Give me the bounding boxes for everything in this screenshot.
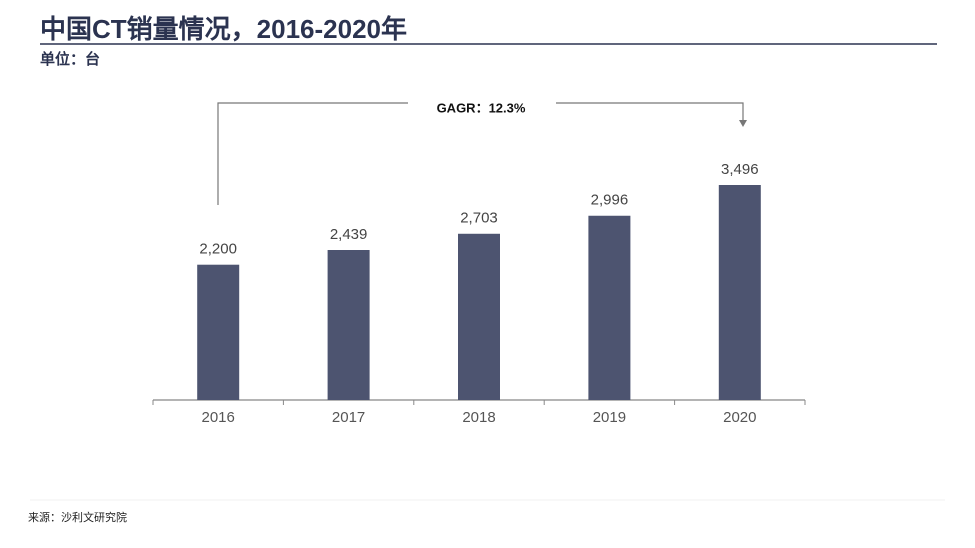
source-note: 来源：沙利文研究院	[28, 510, 127, 524]
bar	[588, 215, 631, 400]
value-label: 2,439	[330, 226, 368, 243]
bar	[718, 185, 761, 400]
x-tick-label: 2017	[332, 409, 365, 426]
bar	[327, 250, 370, 400]
bar	[197, 264, 240, 400]
value-label: 2,200	[199, 241, 237, 258]
cagr-arrow	[739, 120, 747, 127]
value-label: 2,996	[591, 192, 629, 209]
x-tick-label: 2019	[593, 409, 626, 426]
x-tick-label: 2020	[723, 409, 756, 426]
value-label: 2,703	[460, 210, 498, 227]
unit-label: 单位：台	[40, 50, 100, 68]
cagr-annotation: GAGR：12.3%	[437, 100, 526, 115]
cagr-bracket	[217, 102, 744, 205]
value-label: 3,496	[721, 161, 759, 178]
x-tick-label: 2018	[462, 409, 495, 426]
chart-title: 中国CT销量情况，2016-2020年	[40, 14, 407, 44]
bar	[458, 233, 500, 400]
x-tick-label: 2016	[202, 409, 235, 426]
